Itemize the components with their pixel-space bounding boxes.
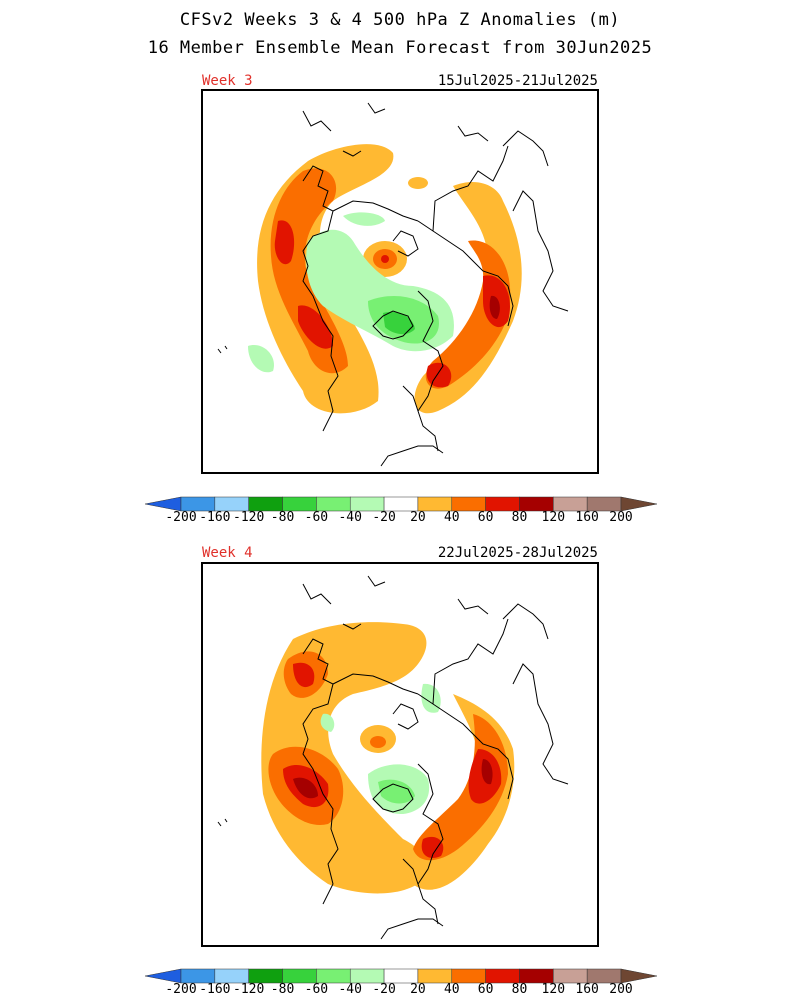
week4-negative-anomalies [368,764,430,814]
colorbar-swatch [553,496,588,512]
colorbar-swatch [620,496,657,512]
week3-negative-anomalies [306,212,454,352]
colorbar-swatch [282,496,317,512]
colorbar-tick-label: 200 [609,510,633,525]
colorbar-tick-label: 20 [410,510,426,525]
colorbar-swatch [451,496,486,512]
colorbar-swatch [519,968,554,984]
colorbar-tick-label: -120 [233,510,265,525]
colorbar-tick-label: -40 [338,982,362,997]
week3-colorbar-labels: -200 -160 -120 -80 -60 -40 -20 20 40 60 80 120 160 20… [145,510,657,526]
colorbar-swatch [349,496,385,512]
colorbar-swatch [180,968,216,984]
colorbar-tick-label: 20 [410,982,426,997]
colorbar-tick-label: 160 [575,982,599,997]
colorbar-tick-label: 40 [443,982,460,997]
week3-date-range: 15Jul2025-21Jul2025 [437,73,598,89]
colorbar-tick-label: 120 [541,510,566,525]
colorbar-swatch [451,968,486,984]
colorbar-swatch [586,968,622,984]
colorbar-swatch [553,968,588,984]
week4-colorbar [145,968,657,984]
week4-map [201,562,599,947]
colorbar-tick-label: 60 [477,510,494,525]
week3-colorbar-swatches [145,496,657,512]
colorbar-tick-label: -200 [165,510,197,525]
colorbar-tick-label: 80 [511,982,528,997]
title-line-1: CFSv2 Weeks 3 & 4 500 hPa Z Anomalies (m… [179,10,621,30]
week3-coastlines [217,102,569,467]
colorbar-tick-label: -20 [372,510,396,525]
week3-label: Week 3 [202,73,253,89]
week4-colorbar-swatches [145,968,657,984]
colorbar-tick-label: -160 [199,510,231,525]
colorbar-swatch [620,968,657,984]
colorbar-swatch [485,496,520,512]
colorbar-tick-label: -160 [199,982,231,997]
colorbar-swatch [349,968,385,984]
colorbar-swatch [519,496,554,512]
colorbar-swatch [214,968,249,984]
colorbar-swatch [282,968,317,984]
week3-colorbar [145,496,657,512]
colorbar-swatch [383,496,419,512]
colorbar-swatch [145,496,182,512]
colorbar-tick-label: 80 [511,510,528,525]
colorbar-swatch [145,968,182,984]
colorbar-swatch [214,496,249,512]
colorbar-tick-label: -60 [304,510,329,525]
week4-label: Week 4 [202,545,253,561]
colorbar-tick-label: 200 [609,982,633,997]
colorbar-tick-label: 160 [575,510,599,525]
colorbar-swatch [383,968,419,984]
title-line-2: 16 Member Ensemble Mean Forecast from 30… [147,38,653,58]
colorbar-tick-label: -60 [304,982,329,997]
week3-anomaly-cores [270,168,511,389]
week4-coastlines [217,575,569,940]
colorbar-tick-label: -40 [338,510,362,525]
week3-map [201,89,599,474]
colorbar-swatch [180,496,216,512]
colorbar-swatch [485,968,520,984]
colorbar-tick-label: 60 [477,982,494,997]
colorbar-swatch [248,496,283,512]
colorbar-swatch [316,968,351,984]
colorbar-tick-label: -80 [270,982,295,997]
colorbar-tick-label: -20 [372,982,396,997]
colorbar-tick-label: -200 [165,982,197,997]
colorbar-swatch [316,496,351,512]
week4-colorbar-labels: -200 -160 -120 -80 -60 -40 -20 20 40 60 80 120 160 20… [145,982,657,998]
colorbar-tick-label: -120 [233,982,265,997]
colorbar-tick-label: 120 [541,982,566,997]
colorbar-swatch [417,968,453,984]
colorbar-swatch [417,496,453,512]
colorbar-swatch [586,496,622,512]
colorbar-tick-label: -80 [270,510,295,525]
colorbar-swatch [248,968,283,984]
colorbar-tick-label: 40 [443,510,460,525]
week4-date-range: 22Jul2025-28Jul2025 [437,545,598,561]
